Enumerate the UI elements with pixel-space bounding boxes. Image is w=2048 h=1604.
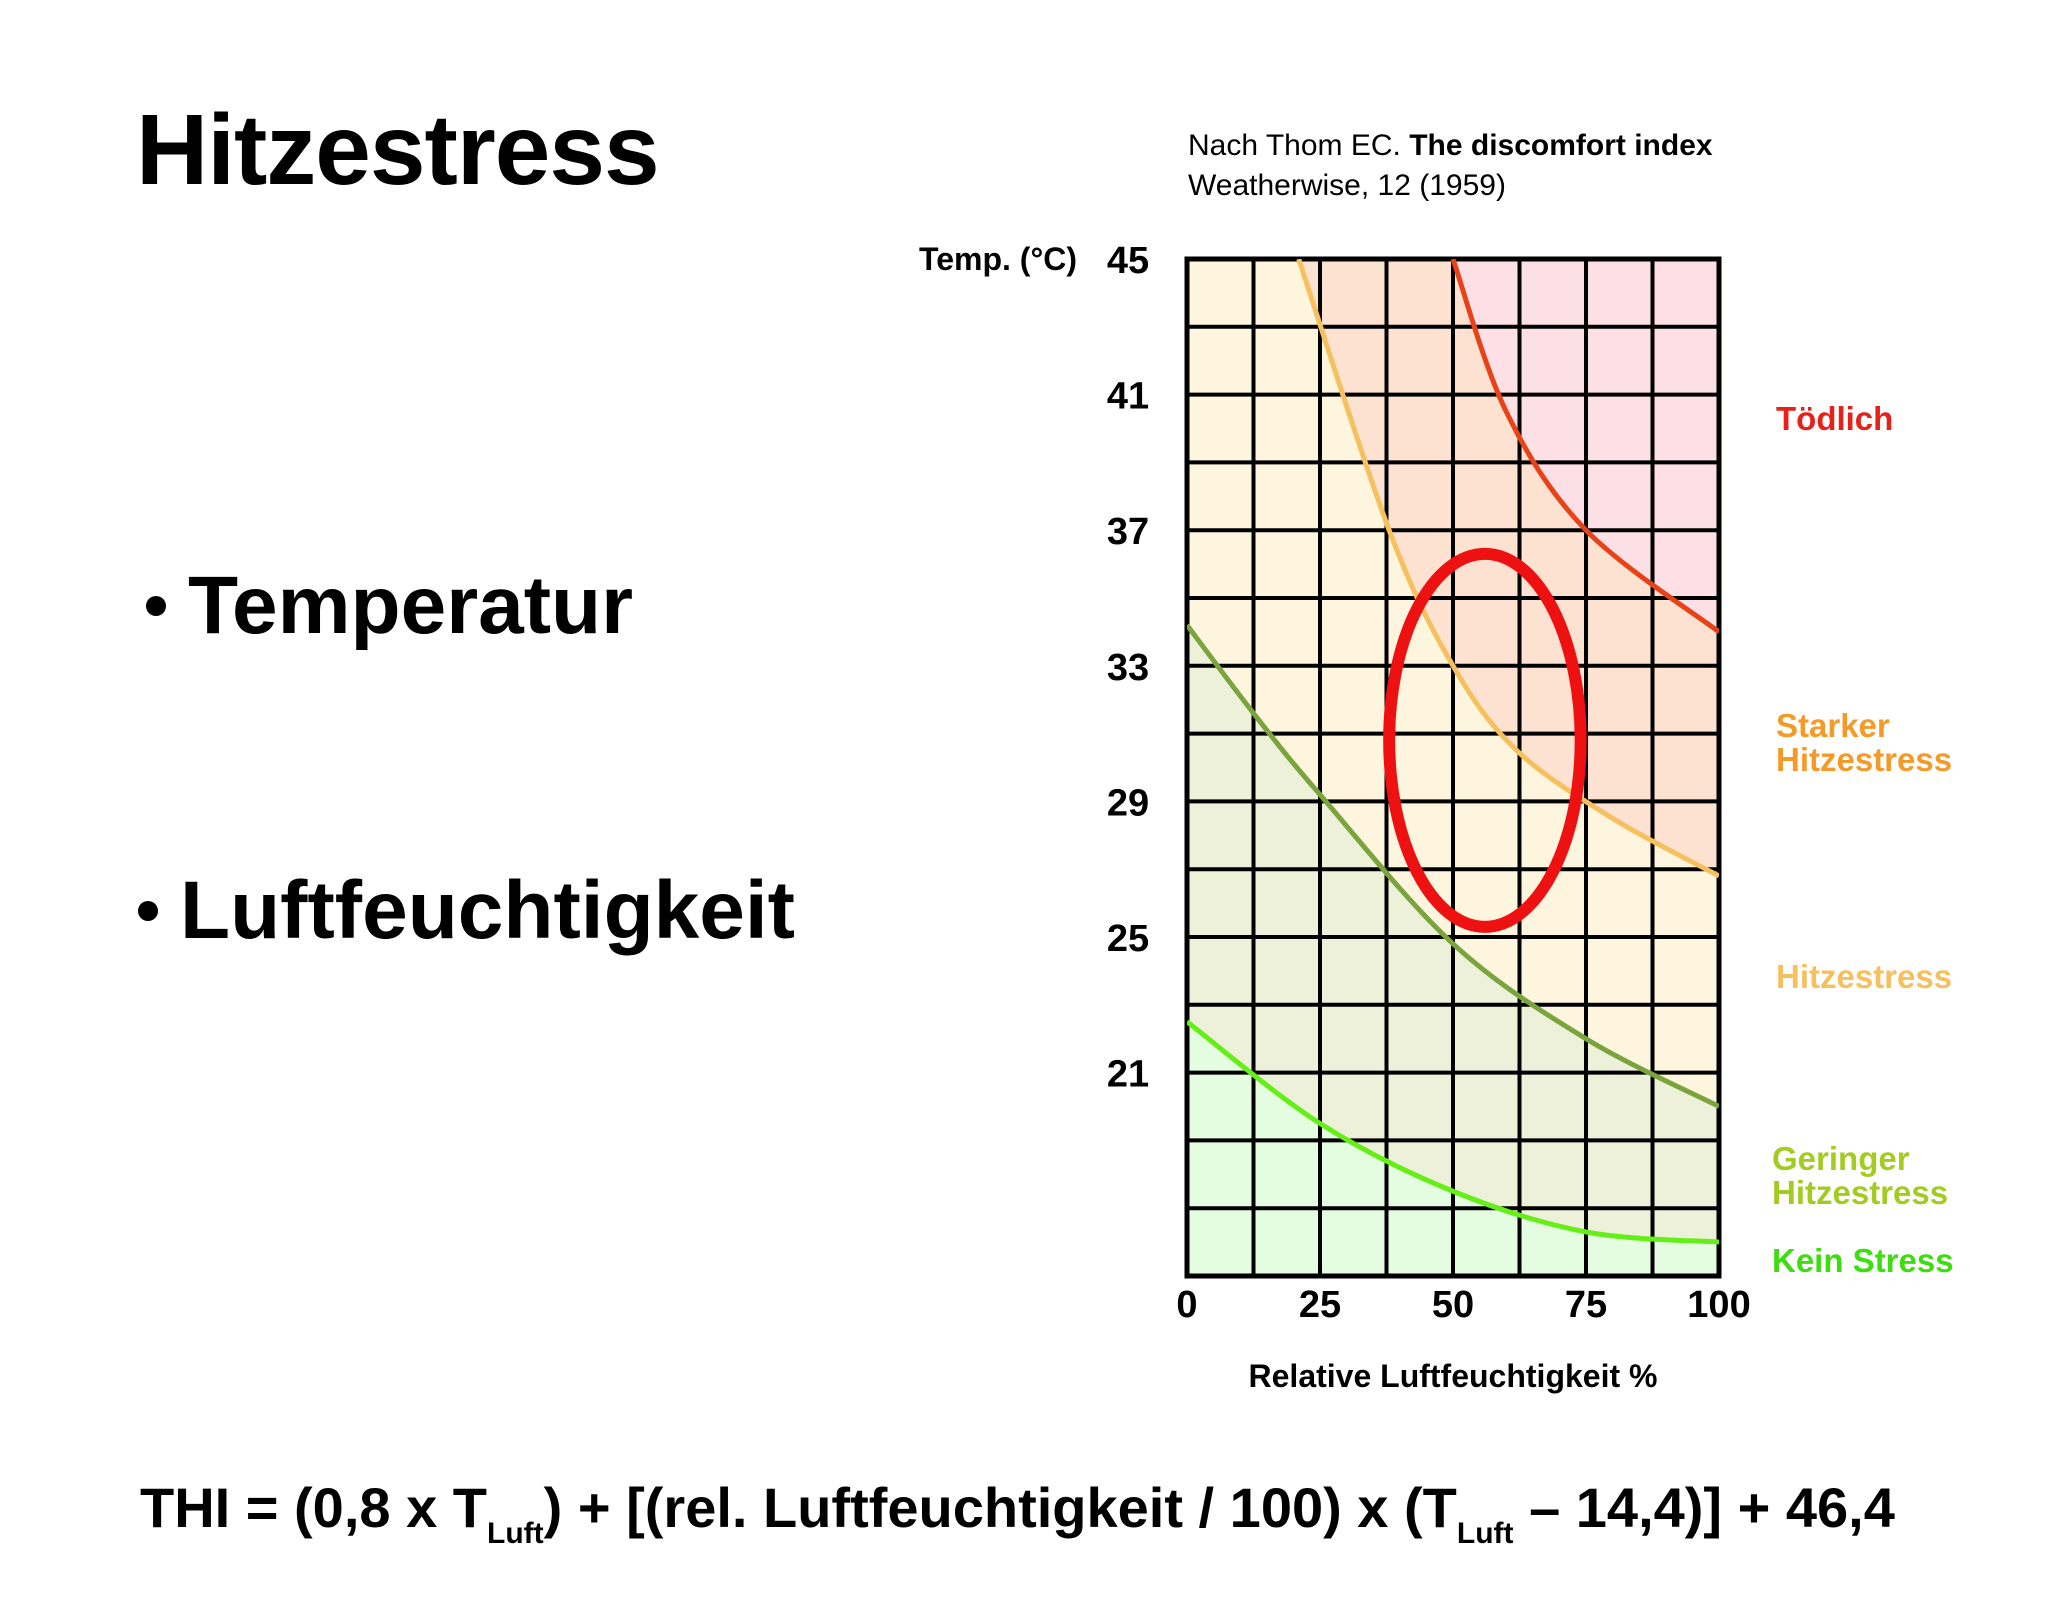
slide-title: Hitzestress xyxy=(136,94,660,206)
bullet-item: Temperatur xyxy=(146,565,633,647)
y-axis-label: Temp. (°C) xyxy=(919,241,1077,277)
x-tick-label: 100 xyxy=(1687,1284,1750,1326)
legend-label-line: Geringer xyxy=(1772,1140,1910,1177)
legend-label: Tödlich xyxy=(1776,400,1893,437)
bullet-dot-icon xyxy=(146,596,166,616)
source-journal: Weatherwise, 12 (1959) xyxy=(1188,169,1506,202)
bullet-item: Luftfeuchtigkeit xyxy=(138,870,795,952)
x-axis-label: Relative Luftfeuchtigkeit % xyxy=(1249,1358,1658,1394)
y-tick-label: 37 xyxy=(1107,511,1149,553)
source-citation: Nach Thom EC. The discomfort index Weath… xyxy=(1188,126,1713,206)
bullet-label: Temperatur xyxy=(188,560,634,651)
bullet-dot-icon xyxy=(138,901,158,921)
x-tick-label: 50 xyxy=(1432,1284,1474,1326)
legend-label-line: Kein Stress xyxy=(1772,1242,1954,1279)
formula-subscript: Luft xyxy=(487,1517,544,1550)
y-tick-label: 25 xyxy=(1107,918,1149,960)
formula-subscript: Luft xyxy=(1456,1517,1514,1550)
bullet-label: Luftfeuchtigkeit xyxy=(180,865,795,956)
series-line-2 xyxy=(1296,259,1719,879)
x-tick-label: 25 xyxy=(1299,1284,1341,1326)
legend-label: Geringer Hitzestress xyxy=(1772,1140,1948,1211)
legend-label: Kein Stress xyxy=(1772,1242,1954,1279)
legend-label-line: Starker xyxy=(1776,707,1890,744)
formula-part: – 14,4)] + 46,4 xyxy=(1513,1476,1895,1539)
series-line-4 xyxy=(1187,1019,1719,1245)
y-tick-label: 33 xyxy=(1107,647,1149,689)
y-tick-label: 21 xyxy=(1107,1054,1149,1096)
y-tick-label: 41 xyxy=(1107,376,1149,418)
legend-label: Starker Hitzestress xyxy=(1776,707,1952,778)
formula-part: ) + [(rel. Luftfeuchtigkeit / 100) x (T xyxy=(543,1476,1457,1539)
y-tick-label: 29 xyxy=(1107,782,1149,824)
formula-part: THI = (0,8 x T xyxy=(140,1476,487,1539)
source-title: The discomfort index xyxy=(1409,129,1713,162)
y-tick-label: 45 xyxy=(1107,240,1149,282)
highlight-circle xyxy=(1383,547,1587,933)
legend-label-line: Hitzestress xyxy=(1776,741,1952,778)
legend-label-line: Tödlich xyxy=(1776,400,1893,437)
x-tick-label: 0 xyxy=(1176,1284,1197,1326)
source-prefix: Nach Thom EC. xyxy=(1188,129,1401,162)
series-line-3 xyxy=(1187,623,1719,1109)
series-line-1 xyxy=(1450,259,1719,634)
thi-formula: THI = (0,8 x TLuft) + [(rel. Luftfeuchti… xyxy=(140,1480,1895,1549)
legend-label-line: Hitzestress xyxy=(1772,1174,1948,1211)
legend-label: Hitzestress xyxy=(1776,958,1952,995)
x-tick-label: 75 xyxy=(1565,1284,1607,1326)
legend-label-line: Hitzestress xyxy=(1776,958,1952,995)
